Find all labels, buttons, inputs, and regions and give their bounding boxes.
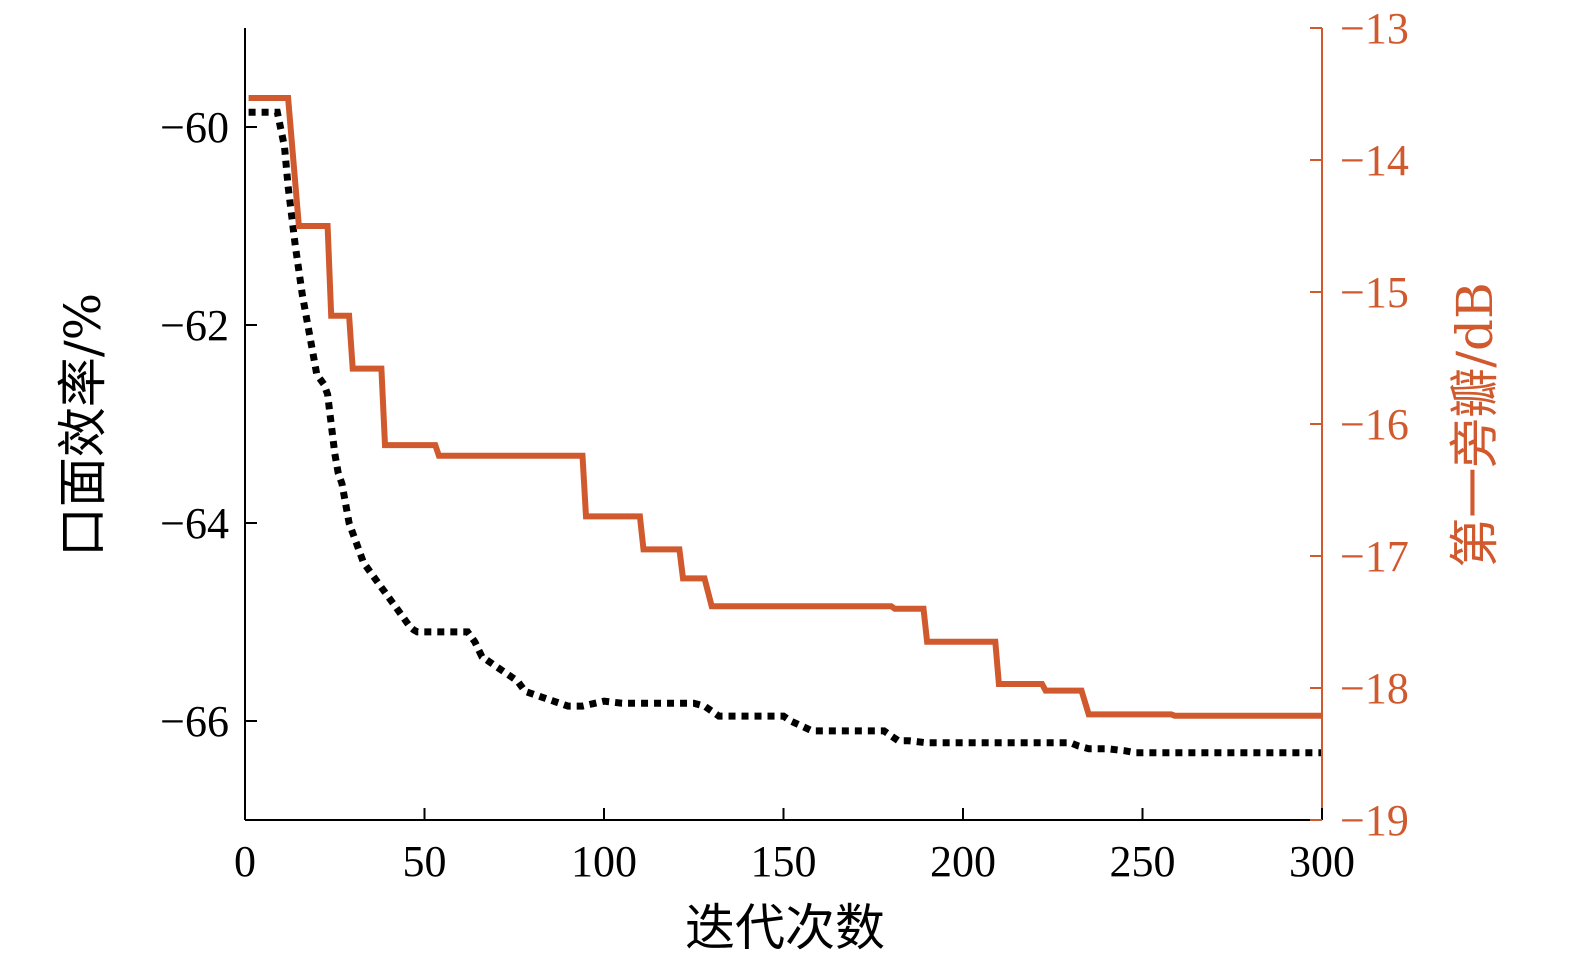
x-tick-label: 100 (571, 837, 637, 886)
y-right-tick-label: −16 (1340, 400, 1409, 449)
x-tick-label: 50 (403, 837, 447, 886)
y-right-tick-label: −14 (1340, 136, 1409, 185)
x-tick-label: 200 (930, 837, 996, 886)
y-right-tick-label: −19 (1340, 796, 1409, 845)
y-left-tick-label: −66 (160, 697, 229, 746)
y-right-tick-label: −18 (1340, 664, 1409, 713)
y-right-tick-label: −13 (1340, 4, 1409, 53)
y-axis-right-title: 第一旁瓣/dB (1446, 282, 1504, 568)
x-axis-title: 迭代次数 (685, 899, 885, 957)
x-tick-label: 250 (1110, 837, 1176, 886)
y-right-tick-label: −17 (1340, 532, 1409, 581)
x-tick-label: 0 (234, 837, 256, 886)
efficiency-series-line (249, 112, 1322, 753)
series-layer (249, 98, 1322, 753)
y-left-tick-label: −62 (160, 301, 229, 350)
y-left-tick-label: −64 (160, 499, 229, 548)
y-right-tick-label: −15 (1340, 268, 1409, 317)
x-tick-label: 150 (751, 837, 817, 886)
axes-layer (245, 28, 1322, 820)
ticks-layer: 0 50 100 150 200 250 300−60−62−64−66−13−14−15−… (160, 4, 1409, 886)
y-left-tick-label: −60 (160, 103, 229, 152)
y-axis-left-title: 口面效率/% (54, 293, 112, 557)
